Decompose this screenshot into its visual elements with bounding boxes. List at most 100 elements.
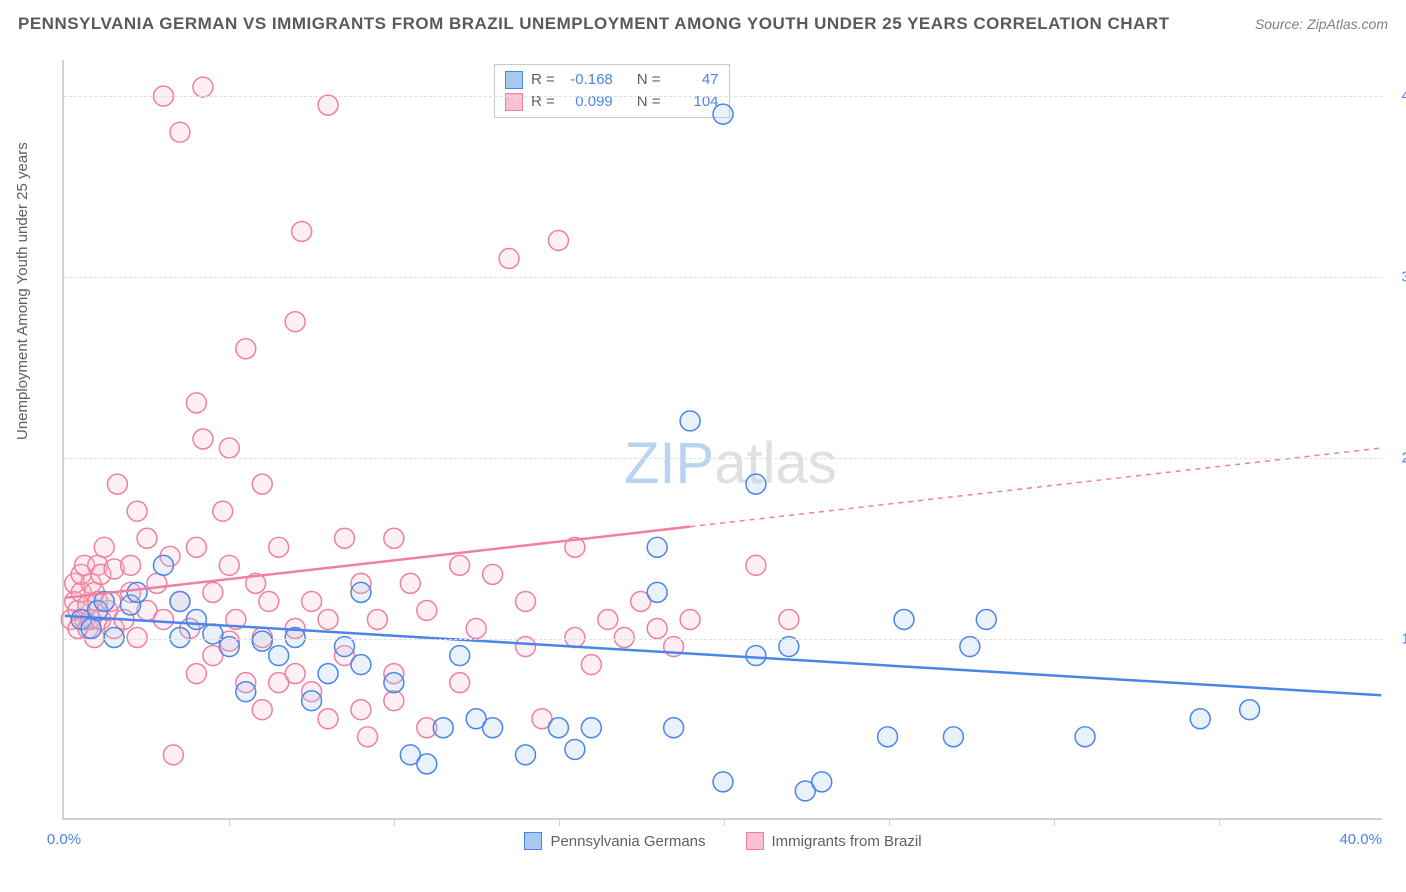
chart-title: PENNSYLVANIA GERMAN VS IMMIGRANTS FROM B…	[18, 14, 1170, 34]
data-point-pink	[292, 221, 312, 241]
data-point-blue	[746, 646, 766, 666]
data-point-pink	[193, 429, 213, 449]
data-point-pink	[318, 95, 338, 115]
trend-line-blue	[65, 616, 1382, 695]
data-point-pink	[318, 610, 338, 630]
data-point-blue	[269, 646, 289, 666]
data-point-pink	[516, 591, 536, 611]
data-point-pink	[746, 555, 766, 575]
data-point-pink	[127, 501, 147, 521]
data-point-pink	[203, 582, 223, 602]
gridline	[64, 96, 1382, 97]
y-tick-label: 40.0%	[1389, 88, 1406, 105]
data-point-pink	[384, 691, 404, 711]
gridline	[64, 639, 1382, 640]
legend-swatch-pink	[746, 832, 764, 850]
data-point-blue	[680, 411, 700, 431]
data-point-blue	[450, 646, 470, 666]
scatter-plot	[64, 60, 1382, 818]
source-label: Source: ZipAtlas.com	[1255, 16, 1388, 32]
data-point-blue	[878, 727, 898, 747]
data-point-pink	[127, 628, 147, 648]
data-point-pink	[450, 555, 470, 575]
data-point-blue	[894, 610, 914, 630]
data-point-blue	[713, 772, 733, 792]
gridline	[64, 458, 1382, 459]
data-point-pink	[154, 610, 174, 630]
legend-label-blue: Pennsylvania Germans	[550, 833, 705, 850]
data-point-pink	[483, 564, 503, 584]
data-point-pink	[170, 122, 190, 142]
legend-item-blue: Pennsylvania Germans	[524, 832, 705, 850]
data-point-pink	[499, 249, 519, 269]
gridline	[64, 277, 1382, 278]
data-point-pink	[186, 393, 206, 413]
data-point-pink	[147, 573, 167, 593]
data-point-pink	[417, 600, 437, 620]
legend-item-pink: Immigrants from Brazil	[746, 832, 922, 850]
data-point-pink	[367, 610, 387, 630]
data-point-pink	[236, 339, 256, 359]
data-point-pink	[302, 591, 322, 611]
data-point-pink	[163, 745, 183, 765]
x-tick	[559, 818, 560, 826]
data-point-pink	[252, 700, 272, 720]
data-point-blue	[384, 673, 404, 693]
data-point-blue	[565, 739, 585, 759]
data-point-blue	[154, 555, 174, 575]
data-point-pink	[384, 528, 404, 548]
legend-label-pink: Immigrants from Brazil	[772, 833, 922, 850]
data-point-blue	[81, 619, 101, 639]
data-point-pink	[259, 591, 279, 611]
data-point-pink	[335, 528, 355, 548]
x-tick	[724, 818, 725, 826]
legend: Pennsylvania Germans Immigrants from Bra…	[64, 832, 1382, 850]
data-point-pink	[358, 727, 378, 747]
data-point-pink	[318, 709, 338, 729]
x-tick	[229, 818, 230, 826]
data-point-pink	[351, 700, 371, 720]
data-point-pink	[647, 619, 667, 639]
data-point-pink	[213, 501, 233, 521]
data-point-blue	[548, 718, 568, 738]
data-point-blue	[170, 628, 190, 648]
data-point-pink	[285, 312, 305, 332]
y-axis-label: Unemployment Among Youth under 25 years	[14, 142, 31, 440]
data-point-blue	[713, 104, 733, 124]
data-point-pink	[193, 77, 213, 97]
data-point-pink	[680, 610, 700, 630]
data-point-blue	[976, 610, 996, 630]
data-point-blue	[302, 691, 322, 711]
data-point-pink	[219, 555, 239, 575]
data-point-pink	[614, 628, 634, 648]
data-point-pink	[466, 619, 486, 639]
data-point-pink	[137, 528, 157, 548]
y-tick-label: 10.0%	[1389, 631, 1406, 648]
data-point-blue	[318, 664, 338, 684]
data-point-blue	[1190, 709, 1210, 729]
data-point-blue	[203, 624, 223, 644]
data-point-pink	[107, 474, 127, 494]
data-point-blue	[1240, 700, 1260, 720]
data-point-pink	[548, 231, 568, 251]
data-point-blue	[433, 718, 453, 738]
data-point-blue	[812, 772, 832, 792]
data-point-pink	[565, 628, 585, 648]
data-point-blue	[647, 582, 667, 602]
data-point-pink	[581, 655, 601, 675]
x-tick	[1219, 818, 1220, 826]
data-point-blue	[351, 582, 371, 602]
data-point-pink	[598, 610, 618, 630]
chart-area: ZIPatlas R = -0.168 N = 47 R = 0.099 N =…	[62, 60, 1382, 820]
data-point-blue	[186, 610, 206, 630]
data-point-blue	[647, 537, 667, 557]
data-point-pink	[269, 537, 289, 557]
data-point-pink	[779, 610, 799, 630]
data-point-pink	[400, 573, 420, 593]
data-point-pink	[186, 664, 206, 684]
data-point-blue	[351, 655, 371, 675]
data-point-blue	[664, 718, 684, 738]
data-point-blue	[417, 754, 437, 774]
data-point-blue	[104, 628, 124, 648]
data-point-blue	[746, 474, 766, 494]
